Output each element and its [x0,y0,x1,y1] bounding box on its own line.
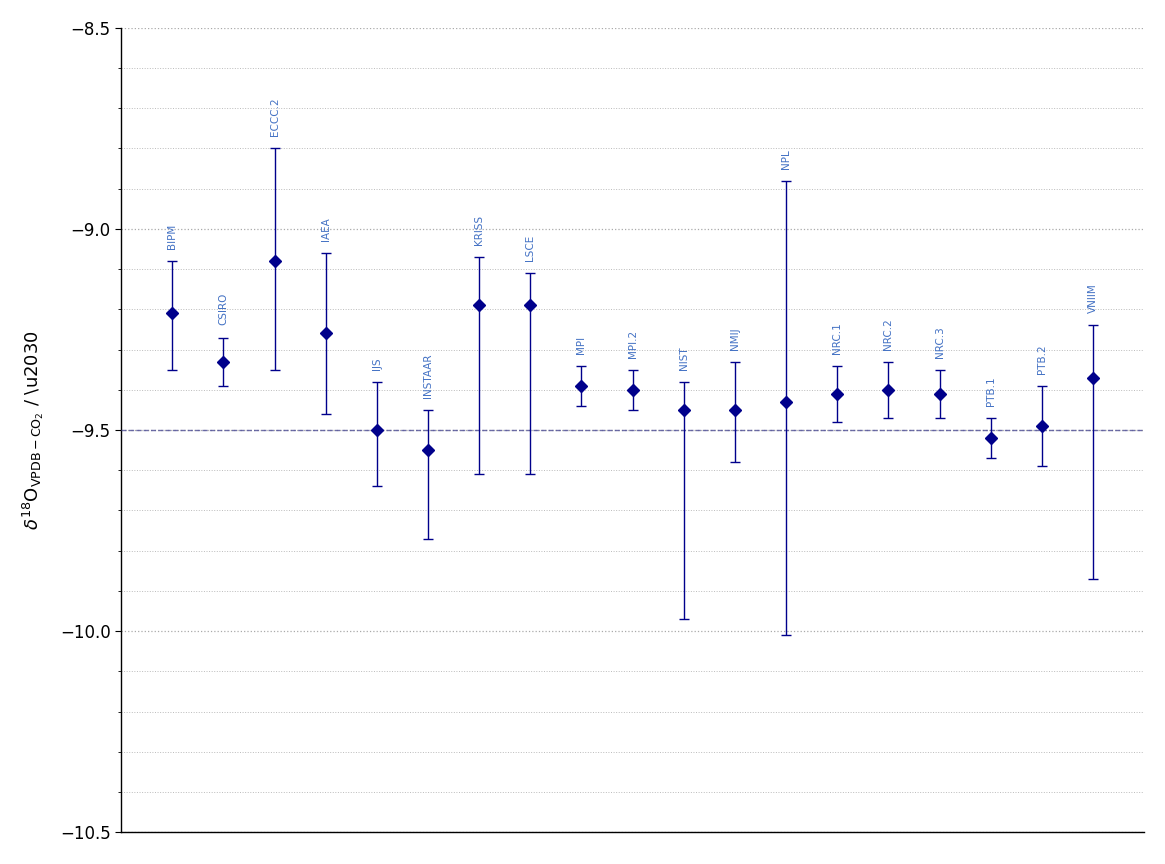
Text: VNIIM: VNIIM [1088,283,1099,314]
Text: NRC.1: NRC.1 [832,321,842,353]
Text: MPI: MPI [577,335,586,353]
Text: KRISS: KRISS [474,215,485,245]
Y-axis label: $\delta^{18}$O$_{\mathregular{VPDB-CO_2}}$ / \u2030: $\delta^{18}$O$_{\mathregular{VPDB-CO_2}… [21,330,47,530]
Text: MPI.2: MPI.2 [628,329,637,358]
Text: PTB.2: PTB.2 [1037,344,1047,374]
Text: IAEA: IAEA [320,217,331,241]
Text: NMIJ: NMIJ [730,327,740,350]
Text: LSCE: LSCE [525,235,536,261]
Text: PTB.1: PTB.1 [986,376,996,406]
Text: INSTAAR: INSTAAR [423,353,433,397]
Text: BIPM: BIPM [168,224,177,249]
Text: NRC.3: NRC.3 [934,326,945,358]
Text: IJS: IJS [372,357,382,370]
Text: NIST: NIST [679,346,689,370]
Text: ECCC.2: ECCC.2 [269,98,280,137]
Text: NRC.2: NRC.2 [883,318,894,350]
Text: NPL: NPL [781,149,791,168]
Text: CSIRO: CSIRO [218,293,228,326]
